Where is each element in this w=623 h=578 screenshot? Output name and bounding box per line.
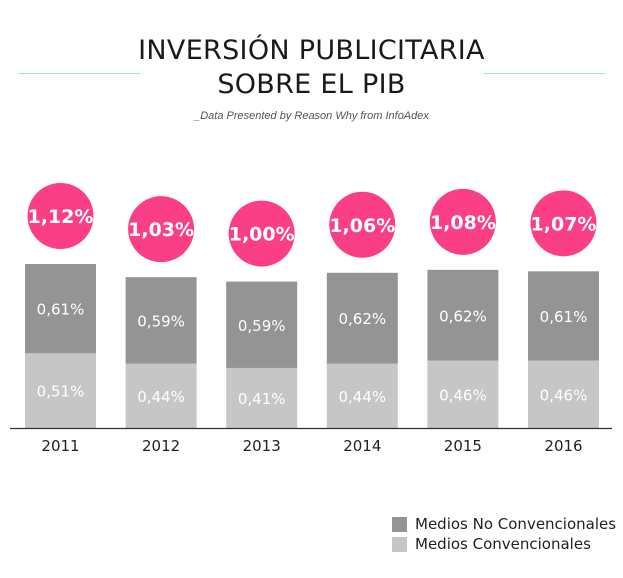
data-label-convencionales-2012: 0,44% — [137, 388, 185, 406]
legend-label-no-convencionales: Medios No Convencionales — [415, 515, 617, 533]
bar-no-convencionales-2012 — [125, 277, 197, 364]
total-label-2013: 1,00% — [229, 224, 295, 246]
title-rule-left — [18, 73, 140, 74]
total-circle-2015 — [429, 188, 496, 255]
data-label-no-convencionales-2011: 0,61% — [37, 301, 85, 319]
data-label-convencionales-2015: 0,46% — [439, 386, 487, 404]
bar-no-convencionales-2016 — [528, 271, 599, 361]
bar-no-convencionales-2011 — [25, 264, 96, 354]
bar-convencionales-2011 — [25, 353, 96, 428]
bar-convencionales-2016 — [528, 360, 599, 428]
total-label-2014: 1,06% — [329, 215, 395, 237]
title-rule-right — [484, 73, 605, 74]
chart-legend: Medios No Convencionales Medios Convenci… — [392, 514, 616, 554]
data-label-no-convencionales-2016: 0,61% — [540, 308, 588, 326]
total-circle-2014 — [329, 191, 396, 258]
legend-label-convencionales: Medios Convencionales — [415, 535, 591, 553]
total-label-2015: 1,08% — [430, 212, 496, 234]
legend-swatch-convencionales — [392, 536, 407, 552]
total-circle-2012 — [128, 196, 195, 263]
legend-item-no-convencionales: Medios No Convencionales — [392, 514, 616, 534]
bar-convencionales-2014 — [326, 363, 398, 428]
x-tick-label-2014: 2014 — [343, 437, 381, 455]
x-tick-label-2011: 2011 — [41, 437, 79, 455]
total-circle-2013 — [228, 200, 295, 267]
x-tick-label-2013: 2013 — [243, 437, 281, 455]
total-label-2016: 1,07% — [531, 213, 597, 235]
data-label-no-convencionales-2013: 0,59% — [238, 317, 286, 335]
chart-title-line-1: INVERSIÓN PUBLICITARIA — [138, 35, 485, 66]
chart-title: INVERSIÓN PUBLICITARIA SOBRE EL PIB — [0, 34, 623, 102]
data-label-convencionales-2014: 0,44% — [338, 388, 386, 406]
legend-item-convencionales: Medios Convencionales — [392, 534, 616, 554]
legend-swatch-no-convencionales — [392, 516, 407, 532]
x-tick-label-2012: 2012 — [142, 437, 180, 455]
data-label-no-convencionales-2014: 0,62% — [338, 310, 386, 328]
x-tick-label-2015: 2015 — [444, 437, 482, 455]
chart-title-line-2: SOBRE EL PIB — [217, 69, 406, 100]
data-label-no-convencionales-2015: 0,62% — [439, 307, 487, 325]
data-label-convencionales-2011: 0,51% — [37, 383, 85, 401]
bar-convencionales-2013 — [226, 367, 298, 428]
bar-no-convencionales-2015 — [427, 269, 499, 361]
x-tick-label-2016: 2016 — [544, 437, 582, 455]
bar-convencionales-2012 — [125, 363, 197, 428]
bar-convencionales-2015 — [427, 360, 499, 428]
total-label-2011: 1,12% — [28, 206, 94, 228]
total-circle-2011 — [27, 183, 94, 249]
data-label-convencionales-2016: 0,46% — [540, 386, 588, 404]
bar-no-convencionales-2014 — [326, 272, 398, 364]
data-label-convencionales-2013: 0,41% — [238, 390, 286, 408]
total-circle-2016 — [530, 190, 597, 257]
chart-subtitle: _Data Presented by Reason Why from InfoA… — [194, 110, 429, 122]
total-label-2012: 1,03% — [128, 219, 194, 241]
data-label-no-convencionales-2012: 0,59% — [137, 312, 185, 330]
bar-no-convencionales-2013 — [226, 281, 298, 368]
